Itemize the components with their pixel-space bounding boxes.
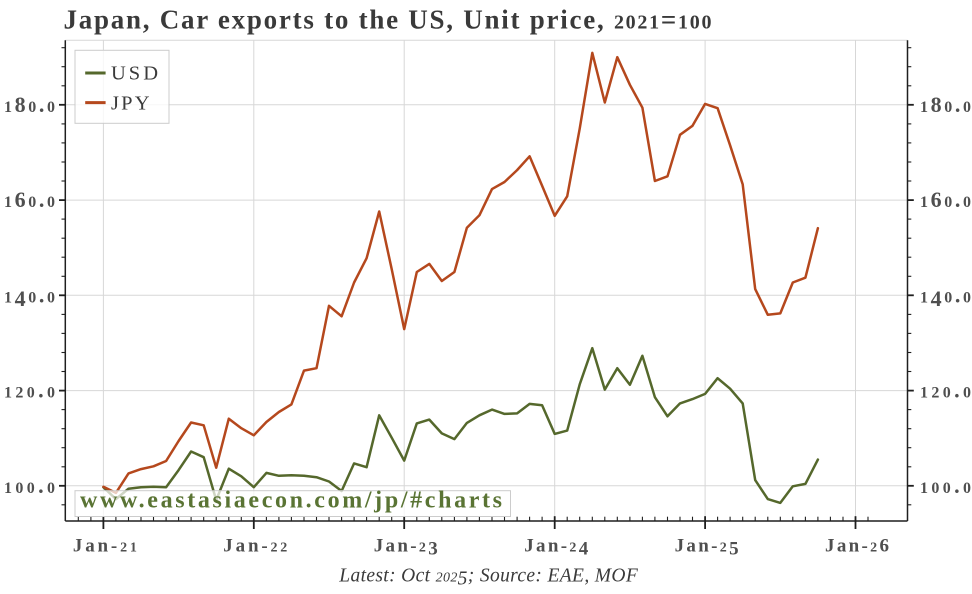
svg-text:160.0: 160.0 [4,187,55,212]
svg-text:Latest: Oct 2025; Source: EAE,: Latest: Oct 2025; Source: EAE, MOF [338,566,639,590]
svg-text:JPY: JPY [111,92,150,114]
svg-text:100.0: 100.0 [4,473,55,498]
svg-text:Jan-25: Jan-25 [675,536,739,560]
svg-text:140.0: 140.0 [920,282,971,311]
svg-text:Jan-22: Jan-22 [223,536,287,557]
svg-text:Jan-24: Jan-24 [524,536,589,560]
svg-text:140.0: 140.0 [4,282,55,311]
svg-text:120.0: 120.0 [4,378,55,403]
svg-text:Japan, Car exports to the US,: Japan, Car exports to the US, Unit price… [64,5,712,35]
svg-text:Jan-26: Jan-26 [825,536,889,557]
svg-text:USD: USD [111,63,158,85]
svg-text:180.0: 180.0 [920,92,971,117]
svg-text:Jan-23: Jan-23 [374,536,438,560]
svg-text:180.0: 180.0 [4,92,55,117]
svg-text:100.0: 100.0 [920,473,971,498]
svg-text:160.0: 160.0 [920,187,971,212]
svg-text:Jan-21: Jan-21 [73,536,137,557]
svg-text:www.eastasiaecon.com/jp/#chart: www.eastasiaecon.com/jp/#charts [80,488,502,514]
svg-text:120.0: 120.0 [920,378,971,403]
